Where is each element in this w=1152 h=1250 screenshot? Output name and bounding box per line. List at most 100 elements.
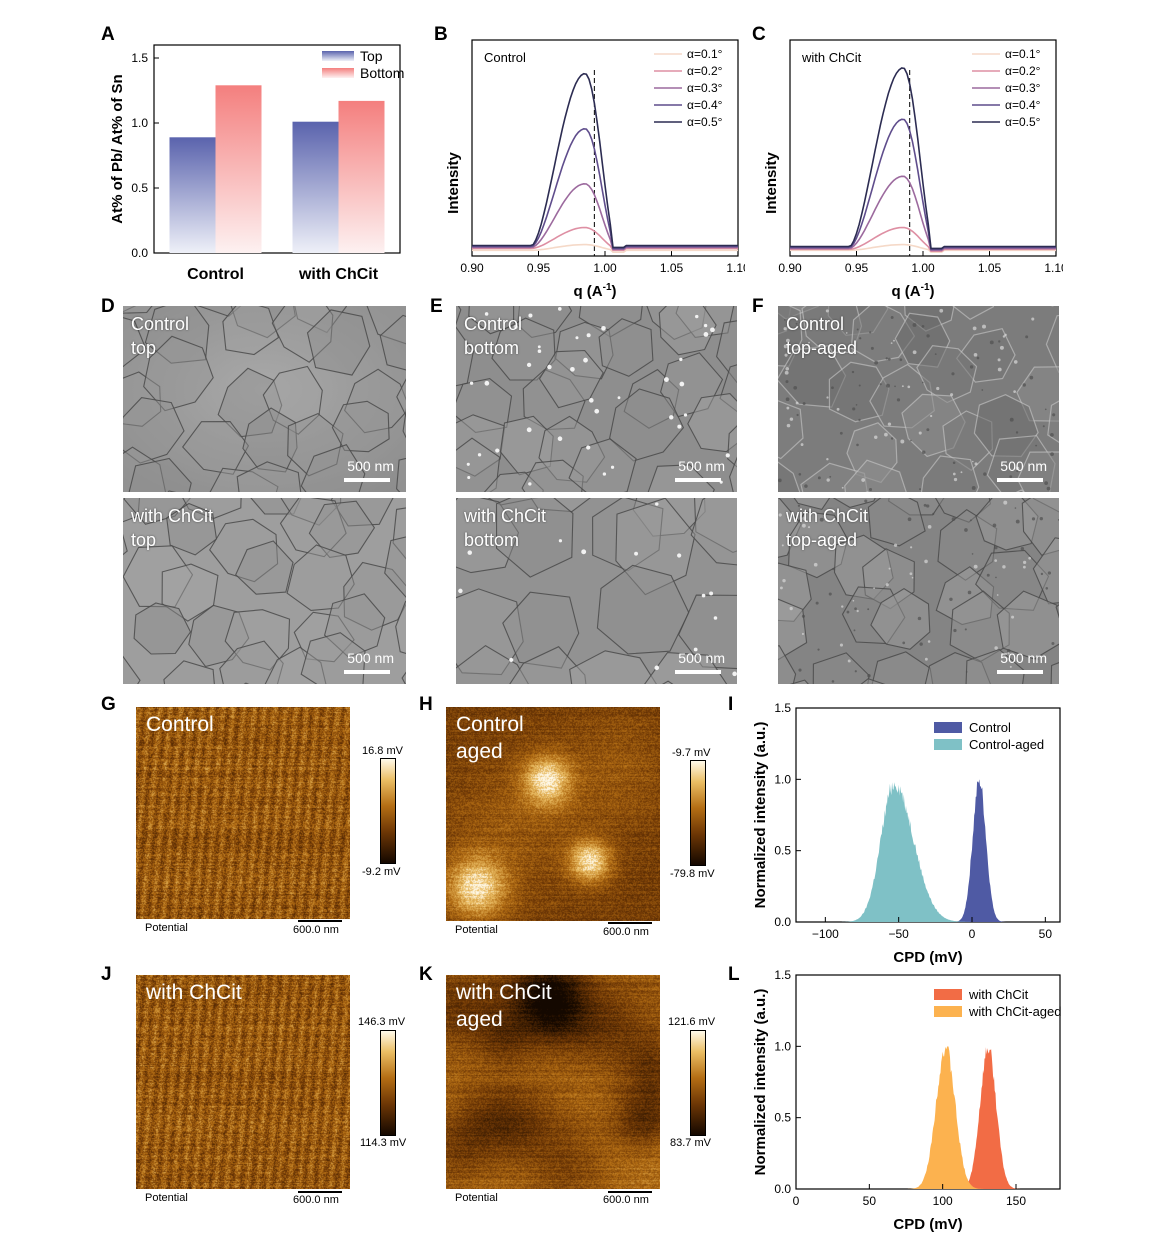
x-tick-label: 1.00 bbox=[593, 261, 617, 275]
image-title-line1: with ChCit bbox=[131, 506, 214, 526]
potential-label: Potential bbox=[455, 1192, 498, 1204]
x-axis-label: q (A-1) bbox=[573, 282, 616, 300]
sem-image-chcit-top: with ChCit top 500 nm bbox=[123, 498, 406, 684]
x-tick-label: with ChCit bbox=[298, 266, 379, 283]
panel-label-d: D bbox=[101, 296, 115, 317]
colorbar bbox=[690, 1030, 706, 1136]
image-title-line2: top bbox=[131, 338, 157, 358]
series-line-4 bbox=[790, 67, 1056, 250]
image-title-line2: bottom bbox=[464, 338, 520, 358]
image-title-line2: top-aged bbox=[786, 338, 858, 358]
x-tick-label: 50 bbox=[1039, 927, 1053, 941]
plot-annotation: with ChCit bbox=[801, 50, 862, 65]
potential-label: Potential bbox=[145, 1192, 188, 1204]
potential-map bbox=[136, 707, 350, 919]
x-axis-label: CPD (mV) bbox=[893, 1216, 962, 1233]
legend-swatch-0 bbox=[934, 722, 962, 733]
legend-label-4: α=0.5° bbox=[687, 115, 723, 129]
colorbar-min: 83.7 mV bbox=[670, 1137, 711, 1149]
image-title-line2: top bbox=[131, 530, 157, 550]
panel-label-c: C bbox=[752, 24, 766, 45]
x-tick-label: 1.05 bbox=[978, 261, 1002, 275]
scale-bar bbox=[298, 1191, 342, 1193]
scale-bar bbox=[675, 478, 721, 482]
legend-label-2: α=0.3° bbox=[687, 81, 723, 95]
scale-label: 500 nm bbox=[678, 458, 725, 474]
sem-image-control-bottom: Control bottom 500 nm bbox=[456, 306, 737, 492]
panel-label-k: K bbox=[419, 964, 433, 985]
image-title-line1: with ChCit bbox=[456, 981, 552, 1004]
series-line-4 bbox=[472, 72, 738, 249]
x-tick-label: 100 bbox=[933, 1194, 953, 1208]
legend-label-top: Top bbox=[360, 48, 383, 64]
panel-label-e: E bbox=[430, 296, 443, 317]
legend-label-0: with ChCit bbox=[968, 987, 1029, 1002]
legend-label-0: α=0.1° bbox=[1005, 47, 1041, 61]
x-axis-label-sup: -1 bbox=[603, 282, 612, 293]
colorbar-min: -9.2 mV bbox=[362, 866, 401, 878]
x-axis-label: q (A-1) bbox=[891, 282, 934, 300]
image-title-line1: with ChCit bbox=[464, 506, 547, 526]
x-tick-label: 0.90 bbox=[460, 261, 484, 275]
image-title-line1: Control bbox=[786, 314, 845, 334]
scale-bar bbox=[344, 478, 390, 482]
x-axis-label: CPD (mV) bbox=[893, 949, 962, 966]
bar-bottom-1 bbox=[338, 100, 385, 254]
panel-label-f: F bbox=[752, 296, 764, 317]
series-line-0 bbox=[790, 243, 1056, 253]
x-tick-label: 50 bbox=[863, 1194, 877, 1208]
x-tick-label: 0.95 bbox=[527, 261, 551, 275]
bar-top-1 bbox=[292, 121, 339, 253]
x-tick-label: 150 bbox=[1006, 1194, 1026, 1208]
series-line-2 bbox=[472, 182, 738, 251]
sem-image-control-top: Control top 500 nm bbox=[123, 306, 406, 492]
panel-label-l: L bbox=[728, 964, 740, 985]
image-title-line2: top-aged bbox=[786, 530, 858, 550]
legend-swatch-bottom bbox=[322, 68, 354, 78]
scale-label: 600.0 nm bbox=[603, 926, 649, 938]
y-axis-label: Normalized intensity (a.u.) bbox=[752, 722, 769, 909]
potential-map bbox=[136, 975, 350, 1189]
scale-bar bbox=[344, 670, 390, 674]
series-line-3 bbox=[472, 127, 738, 250]
colorbar-max: -9.7 mV bbox=[672, 747, 711, 759]
y-axis-label: Intensity bbox=[763, 152, 780, 214]
sem-texture bbox=[456, 498, 737, 684]
scale-label: 500 nm bbox=[1000, 650, 1047, 666]
scale-label: 500 nm bbox=[347, 458, 394, 474]
panel-label-b: B bbox=[434, 24, 448, 45]
legend-swatch-top bbox=[322, 51, 354, 61]
kpfm-image-control: Control bbox=[136, 707, 350, 919]
legend-label-1: α=0.2° bbox=[687, 64, 723, 78]
hist-area-1 bbox=[828, 782, 990, 922]
kpfm-image-control-aged: Control aged bbox=[446, 707, 660, 921]
y-axis-label: Normalized intensity (a.u.) bbox=[752, 989, 769, 1176]
y-tick-label: 0.0 bbox=[774, 1182, 791, 1196]
legend-label-3: α=0.4° bbox=[1005, 98, 1041, 112]
y-axis-label: Intensity bbox=[445, 152, 462, 214]
sem-image-chcit-bottom: with ChCit bottom 500 nm bbox=[456, 498, 737, 684]
colorbar bbox=[380, 758, 396, 864]
x-tick-label: 1.05 bbox=[660, 261, 684, 275]
scale-label: 500 nm bbox=[678, 650, 725, 666]
colorbar-max: 121.6 mV bbox=[668, 1016, 716, 1028]
colorbar bbox=[380, 1030, 396, 1136]
sem-texture bbox=[456, 306, 737, 492]
series-line-0 bbox=[472, 243, 738, 253]
series-line-1 bbox=[790, 226, 1056, 252]
plot-annotation: Control bbox=[484, 50, 526, 65]
legend-label-0: Control bbox=[969, 720, 1011, 735]
scale-bar bbox=[997, 670, 1043, 674]
image-title-line2: bottom bbox=[464, 530, 520, 550]
image-title-line1: with ChCit bbox=[146, 981, 242, 1004]
colorbar-max: 146.3 mV bbox=[358, 1016, 406, 1028]
x-tick-label: −100 bbox=[812, 927, 839, 941]
image-title-line1: with ChCit bbox=[786, 506, 869, 526]
hist-area-0 bbox=[946, 779, 1013, 922]
series-line-3 bbox=[790, 118, 1056, 251]
kpfm-image-chcit-aged: with ChCit aged bbox=[446, 975, 660, 1189]
image-title-line1: Control bbox=[456, 713, 524, 736]
scale-label: 600.0 nm bbox=[293, 924, 339, 936]
plot-frame bbox=[153, 44, 401, 254]
sem-image-control-top-aged: Control top-aged 500 nm bbox=[778, 306, 1059, 492]
